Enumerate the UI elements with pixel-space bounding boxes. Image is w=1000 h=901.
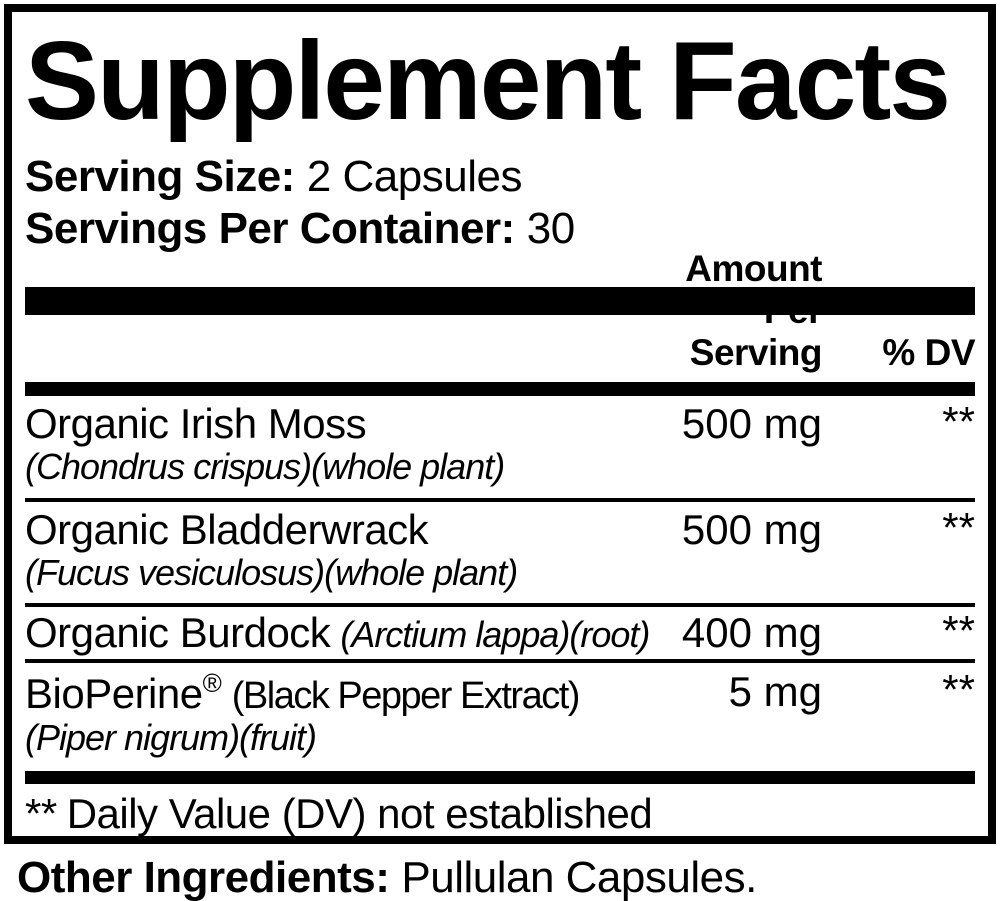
ingredient-name: Organic Bladderwrack xyxy=(25,505,429,553)
dv-footnote: ** Daily Value (DV) not established xyxy=(25,784,975,838)
ingredient-amount: 400 mg xyxy=(681,609,822,657)
ingredient-latin: (Fucus vesiculosus)(whole plant) xyxy=(25,551,518,593)
ingredient-latin: (Arctium lappa)(root) xyxy=(340,614,650,656)
ingredient-name: Organic Irish Moss xyxy=(25,399,367,447)
top-thick-divider xyxy=(25,286,975,315)
row-divider xyxy=(25,497,975,502)
other-ingredients-line: Other Ingredients: Pullulan Capsules. xyxy=(17,853,757,901)
ingredient-latin: (Chondrus crispus)(whole plant) xyxy=(25,446,505,488)
ingredient-name: Organic Burdock xyxy=(25,609,331,657)
footnote-thick-divider xyxy=(25,771,975,785)
servings-per-container-value: 30 xyxy=(526,203,575,253)
ingredient-row-irish-moss: Organic Irish Moss (Chondrus crispus)(wh… xyxy=(25,396,975,498)
registered-trademark-symbol: ® xyxy=(202,667,222,698)
ingredient-name: BioPerine xyxy=(25,669,203,717)
row-divider xyxy=(25,658,975,663)
supplement-facts-panel: Supplement Facts Serving Size: 2 Capsules… xyxy=(4,4,996,844)
ingredient-dv: ** xyxy=(942,397,975,445)
ingredient-row-bladderwrack: Organic Bladderwrack (Fucus vesiculosus)… xyxy=(25,502,975,604)
footnote-text: Daily Value (DV) not established xyxy=(66,790,653,838)
ingredient-latin: (Piper nigrum)(fruit) xyxy=(25,716,317,758)
servings-per-container-line: Servings Per Container: 30 xyxy=(25,203,975,255)
percent-dv-header: % DV xyxy=(882,331,975,373)
servings-per-container-label: Servings Per Container: xyxy=(25,203,515,253)
amount-per-serving-header: Amount Per Serving xyxy=(685,247,822,373)
ingredient-amount: 500 mg xyxy=(681,505,822,553)
ingredient-row-burdock: Organic Burdock (Arctium lappa)(root) 400… xyxy=(25,607,975,658)
ingredient-dv: ** xyxy=(942,503,975,551)
footnote-marker: ** xyxy=(25,790,57,838)
other-ingredients-value: Pullulan Capsules. xyxy=(401,853,757,901)
serving-size-value: 2 Capsules xyxy=(306,152,523,201)
ingredient-dv: ** xyxy=(942,607,975,655)
ingredient-dv: ** xyxy=(942,665,975,713)
ingredient-amount: 500 mg xyxy=(681,399,822,447)
serving-size-line: Serving Size: 2 Capsules xyxy=(25,151,975,203)
header-thick-divider xyxy=(25,381,975,396)
panel-title: Supplement Facts xyxy=(25,19,951,143)
other-ingredients-label: Other Ingredients: xyxy=(17,853,390,901)
ingredient-row-bioperine: BioPerine® (Black Pepper Extract) (Piper … xyxy=(25,663,975,771)
table-header-row: Amount Per Serving % DV xyxy=(25,248,975,382)
ingredient-amount: 5 mg xyxy=(728,667,822,715)
serving-size-label: Serving Size: xyxy=(25,152,295,201)
row-divider xyxy=(25,603,975,608)
ingredient-name-suffix: (Black Pepper Extract) xyxy=(231,674,581,717)
